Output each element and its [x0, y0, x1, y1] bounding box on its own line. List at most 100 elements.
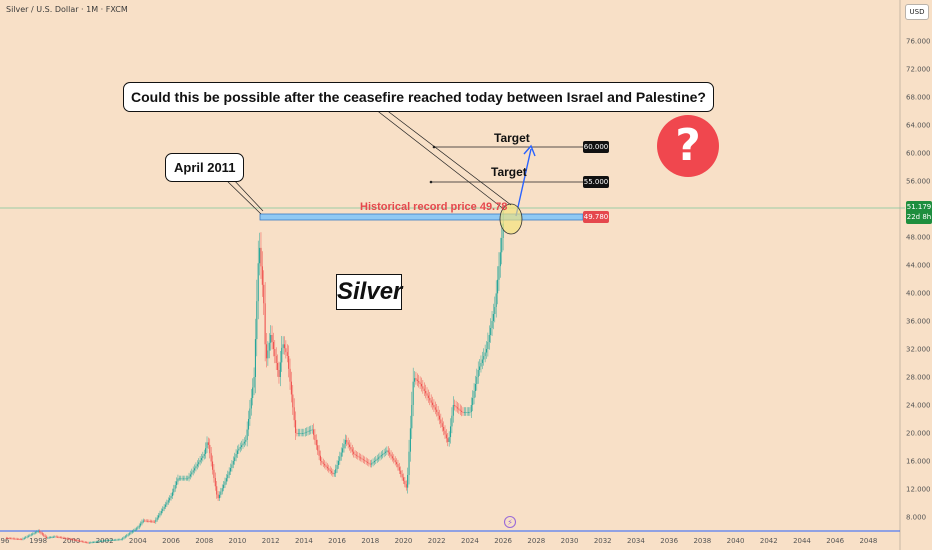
candle-body	[295, 420, 297, 433]
x-tick-label: 2010	[229, 537, 247, 545]
candle-body	[411, 405, 413, 429]
candle-body	[16, 538, 19, 540]
candle-body	[187, 478, 189, 480]
candle-body	[55, 536, 57, 538]
y-tick-label: 72.000	[906, 66, 931, 74]
candle-body	[11, 538, 13, 540]
candle-body	[93, 542, 95, 543]
candle-body	[113, 539, 115, 541]
candle-body	[177, 478, 179, 482]
candle-body	[422, 386, 424, 389]
candle-body	[235, 454, 237, 458]
x-tick-label: 2038	[693, 537, 711, 545]
candle-body	[131, 531, 133, 533]
candle-body	[452, 405, 454, 416]
candle-body	[236, 450, 239, 454]
x-axis: 9619982000200220042006200820102012201420…	[1, 537, 878, 545]
candle-body	[365, 461, 367, 462]
candle-body	[68, 538, 70, 540]
candle-body	[152, 521, 154, 523]
candle-body	[390, 454, 392, 457]
candle-body	[491, 321, 493, 328]
currency-badge[interactable]: USD	[905, 4, 929, 20]
candle-body	[19, 539, 21, 540]
candle-body	[88, 542, 90, 544]
candle-body	[279, 362, 281, 377]
x-tick-label: 2024	[461, 537, 479, 545]
candle-body	[337, 460, 340, 465]
candle-body	[34, 532, 36, 534]
candle-body	[210, 453, 212, 462]
event-marker[interactable]	[503, 515, 517, 529]
candle-body	[441, 423, 443, 427]
projection-arrowhead	[523, 144, 536, 157]
y-axis: 8.000 12.000 16.000 20.000 24.000 28.000 32.00…	[906, 38, 931, 522]
x-tick-label: 2030	[561, 537, 579, 545]
candle-body	[203, 454, 205, 457]
candle-body	[206, 442, 208, 449]
candle-body	[41, 533, 43, 535]
x-tick-label: 2046	[826, 537, 844, 545]
candle-body	[343, 444, 345, 449]
candle-body	[110, 540, 113, 541]
candle-body	[59, 537, 61, 538]
candle-body	[472, 398, 474, 405]
candle-body	[22, 538, 24, 540]
candle-body	[459, 409, 461, 411]
candle-body	[499, 252, 501, 267]
candle-body	[326, 466, 328, 469]
candle-body	[484, 352, 486, 356]
current-price: 51.179	[906, 203, 932, 211]
candle-body	[263, 284, 265, 304]
candle-body	[487, 342, 489, 349]
candle-body	[455, 406, 457, 408]
question-pointer	[374, 108, 506, 211]
candle-body	[481, 359, 483, 363]
candle-body	[176, 481, 178, 486]
candle-body	[30, 534, 32, 536]
candle-body	[311, 429, 313, 431]
candle-body	[278, 370, 280, 377]
candle-body	[117, 539, 120, 541]
candle-body	[127, 534, 129, 536]
candle-body	[351, 449, 353, 452]
candle-body	[380, 455, 382, 457]
candle-body	[467, 412, 470, 413]
candle-body	[185, 478, 187, 480]
candle-body	[224, 481, 226, 485]
candle-body	[182, 478, 185, 480]
candle-body	[268, 342, 270, 351]
candle-body	[479, 366, 481, 370]
candle-body	[358, 456, 360, 458]
candle-body	[23, 538, 25, 539]
candle-body	[440, 419, 442, 424]
candle-body	[36, 531, 38, 533]
candle-body	[196, 464, 198, 467]
candle-body	[372, 462, 374, 464]
candle-body	[318, 450, 320, 456]
candle-body	[355, 454, 357, 456]
candle-body	[368, 462, 370, 464]
candle-body	[357, 455, 359, 457]
candle-body	[454, 405, 456, 407]
candle-body	[167, 500, 169, 503]
candle-body	[120, 539, 122, 541]
candle-body	[209, 444, 211, 454]
y-tick-label: 76.000	[906, 38, 931, 46]
candle-body	[490, 328, 492, 335]
candle-body	[344, 440, 346, 445]
candle-body	[483, 356, 485, 360]
x-tick-label: 2000	[63, 537, 81, 545]
candle-body	[289, 368, 291, 382]
candle-body	[52, 536, 54, 538]
candle-body	[416, 379, 418, 382]
candle-body	[473, 391, 475, 398]
event-marker-glyph: ⚡	[507, 518, 513, 527]
candle-body	[315, 440, 317, 446]
candle-body	[322, 462, 324, 464]
candle-body	[63, 538, 66, 539]
candle-body	[146, 520, 149, 522]
x-tick-label: 2036	[660, 537, 678, 545]
candle-body	[300, 433, 302, 434]
